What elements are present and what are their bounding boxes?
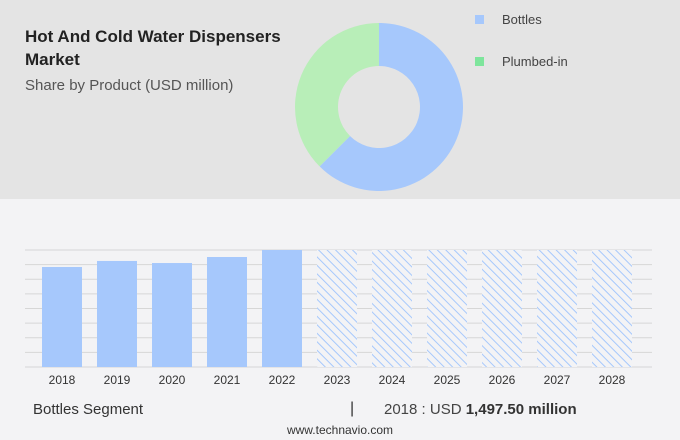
segment-value: 2018 : USD 1,497.50 million: [384, 401, 577, 418]
site-url: www.technavio.com: [286, 423, 394, 437]
forecast-bar-2025: [427, 250, 467, 367]
x-tick-label: 2020: [159, 373, 186, 387]
forecast-bar-2024: [372, 250, 412, 367]
x-tick-label: 2019: [104, 373, 131, 387]
forecast-bar-2028: [592, 250, 632, 367]
forecast-bar-2023: [317, 250, 357, 367]
forecast-bar-2026: [482, 250, 522, 367]
x-tick-label: 2024: [379, 373, 406, 387]
value-prefix: 2018 : USD: [384, 401, 466, 418]
segment-label: Bottles Segment: [33, 401, 144, 418]
x-tick-label: 2027: [544, 373, 571, 387]
bar-2020: [152, 263, 192, 367]
x-tick-label: 2022: [269, 373, 296, 387]
legend-label: Bottles: [502, 12, 542, 27]
x-tick-label: 2021: [214, 373, 241, 387]
x-tick-label: 2025: [434, 373, 461, 387]
bar-2021: [207, 257, 247, 367]
x-tick-label: 2018: [49, 373, 76, 387]
forecast-bar-2027: [537, 250, 577, 367]
chart-subtitle: Share by Product (USD million): [25, 77, 234, 94]
x-tick-label: 2028: [599, 373, 626, 387]
value-amount: 1,497.50 million: [465, 401, 577, 418]
x-tick-label: 2023: [324, 373, 351, 387]
x-tick-label: 2026: [489, 373, 516, 387]
donut-slice-plumbed-in: [295, 23, 379, 167]
chart-title: Hot And Cold Water Dispensers Market: [25, 27, 281, 69]
bar-2022: [262, 250, 302, 367]
bar-2019: [97, 260, 137, 367]
donut-slice-bottles: [319, 23, 463, 191]
legend-item-plumbed-in: Plumbed-in: [475, 54, 568, 69]
legend-label: Plumbed-in: [502, 54, 568, 69]
legend-item-bottles: Bottles: [475, 12, 542, 27]
legend-swatch: [475, 15, 484, 24]
separator: |: [350, 400, 355, 417]
bar-2018: [42, 266, 82, 367]
legend-swatch: [475, 57, 484, 66]
